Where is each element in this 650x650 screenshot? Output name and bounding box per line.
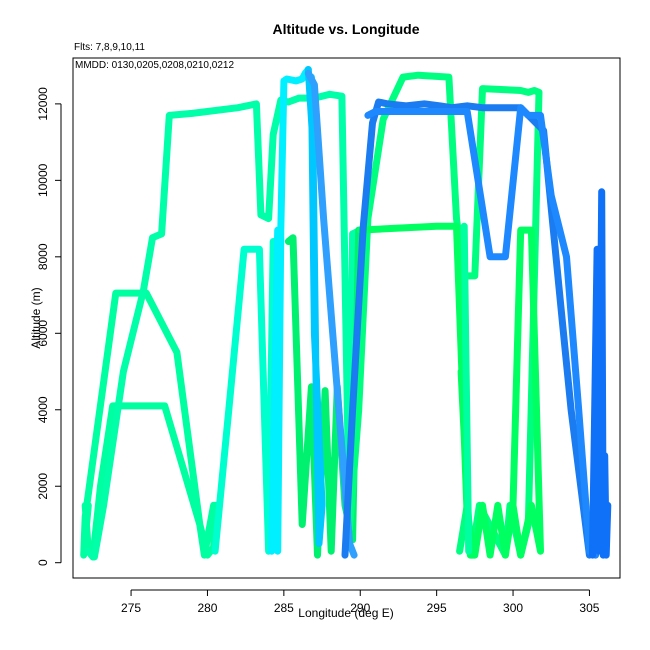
series-line-8 xyxy=(268,66,312,555)
series-line-2 xyxy=(84,90,364,561)
series-line-5 xyxy=(346,71,543,559)
series-line-7 xyxy=(460,222,473,555)
x-tick-label: 275 xyxy=(121,601,141,615)
dates-note: MMDD: 0130,0205,0208,0210,0212 xyxy=(75,60,234,71)
y-tick-label: 6000 xyxy=(36,320,50,347)
flights-note: Flts: 7,8,9,10,11 xyxy=(74,42,145,53)
x-axis-label: Longitude (deg E) xyxy=(298,606,393,620)
x-axis: 275 280 285 290 295 300 305 xyxy=(121,589,600,615)
series-line-3 xyxy=(211,238,277,555)
x-tick-label: 305 xyxy=(579,601,599,615)
x-tick-label: 285 xyxy=(274,601,294,615)
x-tick-label: 290 xyxy=(350,601,370,615)
series-layer xyxy=(80,66,612,561)
x-tick-label: 295 xyxy=(427,601,447,615)
plot-frame xyxy=(72,57,621,579)
y-tick-label: 0 xyxy=(36,559,50,566)
y-axis-label: Altitude (m) xyxy=(29,287,43,348)
y-tick-label: 4000 xyxy=(36,396,50,423)
series-line-10 xyxy=(304,69,358,559)
series-line-9 xyxy=(304,66,326,548)
x-tick-label: 300 xyxy=(503,601,523,615)
x-tick-label: 280 xyxy=(197,601,217,615)
chart-title: Altitude vs. Longitude xyxy=(273,21,420,37)
y-tick-label: 10000 xyxy=(36,163,50,197)
series-line-6 xyxy=(356,222,544,559)
y-axis: 0 2000 4000 6000 8000 10000 12000 xyxy=(36,87,62,566)
y-tick-label: 8000 xyxy=(36,243,50,270)
y-tick-label: 12000 xyxy=(36,87,50,121)
series-line-13 xyxy=(589,188,612,559)
y-tick-label: 2000 xyxy=(36,473,50,500)
series-line-12 xyxy=(364,104,600,559)
